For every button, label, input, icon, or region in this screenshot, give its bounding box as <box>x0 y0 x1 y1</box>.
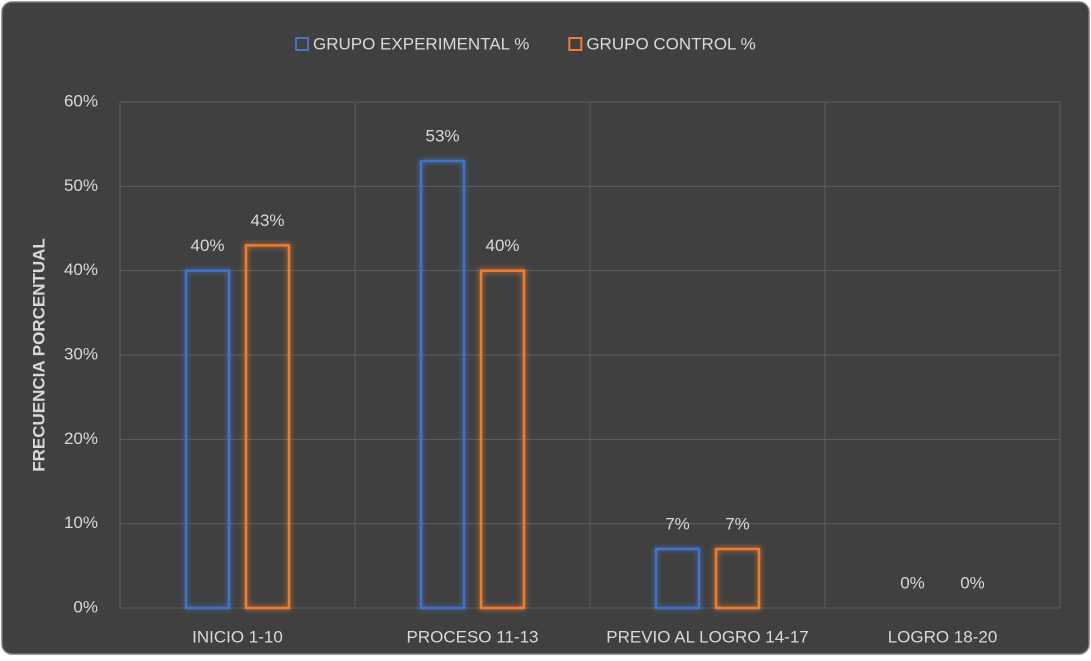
x-tick-label: PROCESO 11-13 <box>407 627 539 646</box>
legend-label: GRUPO CONTROL % <box>586 34 755 53</box>
bar <box>244 244 291 610</box>
bar <box>714 547 761 610</box>
x-tick-label: LOGRO 18-20 <box>888 627 998 646</box>
x-tick-label: INICIO 1-10 <box>192 627 283 646</box>
bar <box>479 269 526 610</box>
y-tick-label: 0% <box>73 597 98 616</box>
bar <box>654 547 701 610</box>
y-tick-label: 40% <box>64 260 98 279</box>
data-label: 0% <box>900 573 925 592</box>
legend-swatch <box>568 37 583 51</box>
data-label: 7% <box>725 514 750 533</box>
y-tick-label: 30% <box>64 344 98 363</box>
y-tick-label: 20% <box>64 429 98 448</box>
x-tick-label: PREVIO AL LOGRO 14-17 <box>606 627 809 646</box>
y-axis-label: FRECUENCIA PORCENTUAL <box>29 238 48 472</box>
data-label: 7% <box>665 514 690 533</box>
data-label: 43% <box>250 211 284 230</box>
data-label: 40% <box>485 236 519 255</box>
legend-label: GRUPO EXPERIMENTAL % <box>313 34 529 53</box>
data-label: 53% <box>425 127 459 146</box>
y-tick-label: 50% <box>64 176 98 195</box>
bar <box>184 269 231 610</box>
data-label: 0% <box>960 573 985 592</box>
y-tick-label: 10% <box>64 513 98 532</box>
bar <box>419 159 466 610</box>
y-tick-label: 60% <box>64 91 98 110</box>
legend-swatch <box>295 37 309 51</box>
data-label: 40% <box>190 236 224 255</box>
